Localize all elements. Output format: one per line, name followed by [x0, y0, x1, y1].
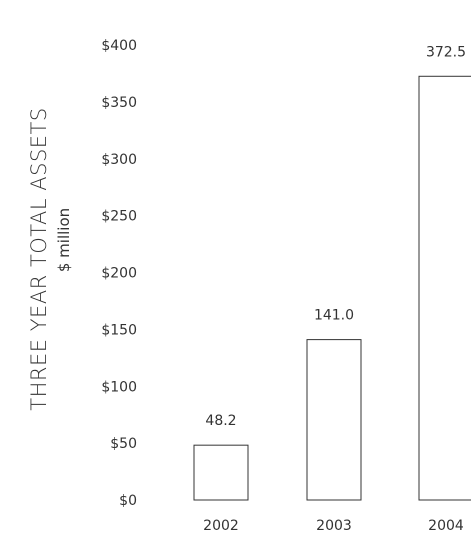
bar-2002	[193, 444, 249, 501]
y-tick-label: $300	[101, 152, 137, 168]
y-tick-labels: $0 $50 $100 $150 $200 $250 $300 $350 $400	[101, 38, 137, 509]
bars	[193, 75, 471, 501]
y-tick-label: $150	[101, 322, 137, 338]
bar-2003	[306, 339, 362, 501]
y-tick-label: $400	[101, 38, 137, 54]
category-labels: 2002 2003 2004	[203, 518, 464, 534]
y-axis-title: THREE YEAR TOTAL ASSETS	[27, 107, 51, 410]
category-label: 2003	[316, 518, 352, 534]
data-label: 48.2	[205, 413, 236, 429]
y-tick-label: $0	[119, 493, 137, 509]
category-label: 2004	[428, 518, 464, 534]
y-tick-label: $200	[101, 266, 137, 282]
bar-2004	[418, 75, 471, 501]
data-labels: 48.2 141.0 372.5	[205, 44, 466, 429]
y-tick-label: $100	[101, 379, 137, 395]
y-tick-label: $350	[101, 95, 137, 111]
category-label: 2002	[203, 518, 239, 534]
y-axis-unit: $ million	[55, 208, 73, 272]
y-tick-label: $250	[101, 209, 137, 225]
y-tick-label: $50	[110, 436, 137, 452]
data-label: 372.5	[426, 44, 466, 60]
data-label: 141.0	[314, 308, 354, 324]
